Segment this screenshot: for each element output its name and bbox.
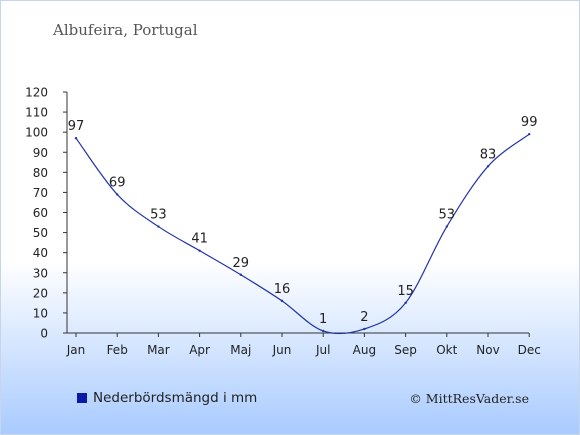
data-label: 69 xyxy=(109,175,126,190)
y-tick-label: 10 xyxy=(33,306,48,320)
data-label: 53 xyxy=(439,208,456,223)
data-point xyxy=(74,136,78,140)
data-point xyxy=(239,273,242,276)
x-tick-label: Nov xyxy=(476,343,499,357)
x-tick-label: Feb xyxy=(107,343,128,357)
data-point xyxy=(404,301,407,305)
x-tick-label: Dec xyxy=(518,343,541,357)
data-point xyxy=(486,165,490,168)
legend-swatch xyxy=(77,393,87,403)
series-line xyxy=(75,133,530,335)
y-tick-label: 60 xyxy=(33,206,48,220)
x-tick-label: Sep xyxy=(394,343,417,357)
y-tick-label: 80 xyxy=(33,166,48,180)
y-tick-label: 100 xyxy=(25,126,48,140)
credit-text: © MittResVader.se xyxy=(409,391,529,406)
data-point xyxy=(116,193,119,196)
chart-title: Albufeira, Portugal xyxy=(53,21,198,39)
data-label: 2 xyxy=(360,310,368,325)
data-label: 97 xyxy=(68,119,85,134)
x-tick-label: Maj xyxy=(230,343,251,357)
x-tick-label: Aug xyxy=(353,343,376,357)
data-point xyxy=(528,132,531,136)
y-tick-label: 0 xyxy=(40,327,48,341)
y-tick-label: 70 xyxy=(33,186,48,200)
x-tick-label: Okt xyxy=(436,343,457,357)
data-label: 41 xyxy=(191,232,208,247)
data-point xyxy=(280,299,284,303)
data-point xyxy=(198,249,201,252)
data-label: 83 xyxy=(480,147,497,162)
x-tick-label: Jan xyxy=(66,343,86,357)
data-point xyxy=(363,327,366,331)
data-label: 29 xyxy=(233,256,250,271)
data-label: 53 xyxy=(150,208,167,223)
legend: Nederbördsmängd i mm xyxy=(77,390,257,406)
data-label: 16 xyxy=(274,282,291,297)
x-tick-label: Apr xyxy=(189,343,210,357)
data-label: 15 xyxy=(397,284,414,299)
y-tick-label: 110 xyxy=(25,106,48,120)
y-tick-label: 30 xyxy=(33,266,48,280)
x-tick-label: Jul xyxy=(315,343,330,357)
y-tick-label: 40 xyxy=(33,246,48,260)
legend-label: Nederbördsmängd i mm xyxy=(93,390,258,406)
data-point xyxy=(157,225,160,228)
y-tick-label: 120 xyxy=(25,86,48,100)
y-tick-label: 50 xyxy=(33,226,48,240)
y-tick-label: 90 xyxy=(33,146,48,160)
data-point xyxy=(322,329,325,333)
data-point xyxy=(445,225,448,228)
x-tick-label: Mar xyxy=(147,343,170,357)
x-tick-label: Jun xyxy=(272,343,292,357)
data-label: 1 xyxy=(319,312,327,327)
data-label: 99 xyxy=(521,115,538,130)
y-tick-label: 20 xyxy=(33,286,48,300)
